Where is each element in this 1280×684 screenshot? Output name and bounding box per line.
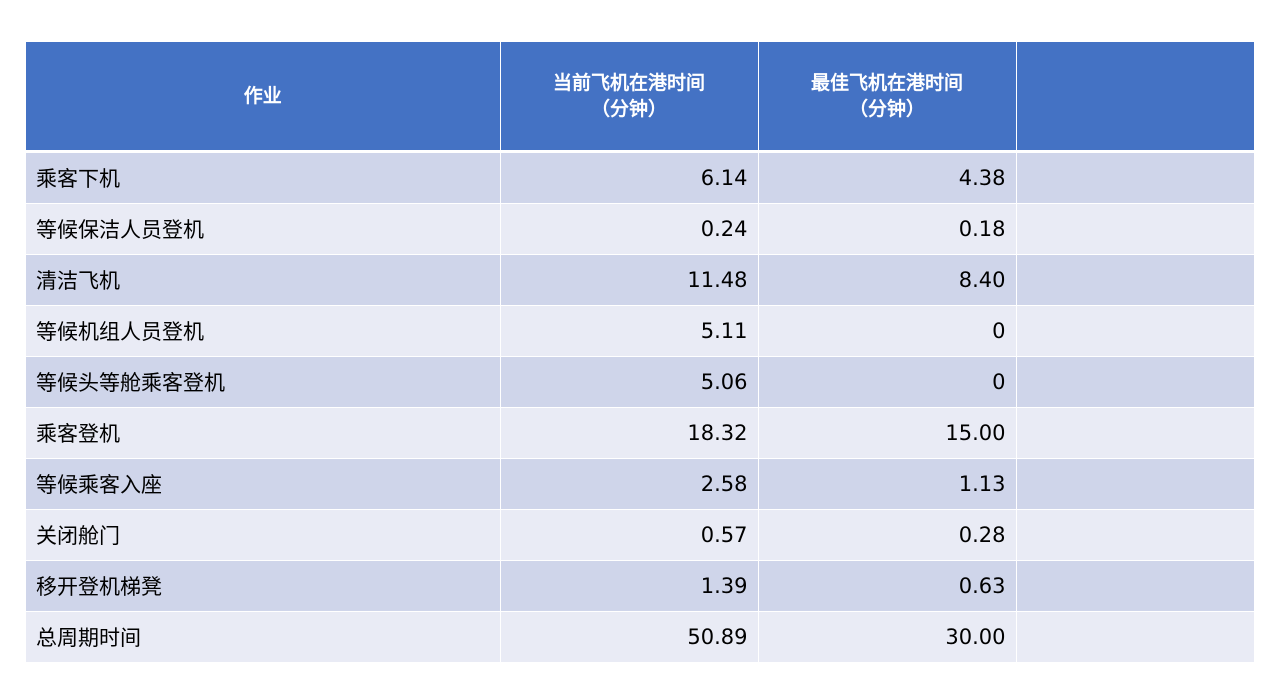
header-current-time: 当前飞机在港时间 （分钟） — [500, 42, 759, 153]
table-row: 关闭舱门 0.57 0.28 — [26, 509, 1254, 561]
current-time-cell: 5.06 — [500, 356, 759, 408]
task-cell: 清洁飞机 — [26, 254, 501, 306]
best-time-cell: 4.38 — [758, 151, 1017, 204]
best-time-cell: 0.18 — [758, 203, 1017, 255]
current-time-cell: 50.89 — [500, 611, 759, 663]
header-best-time-label: 最佳飞机在港时间 — [810, 72, 963, 94]
extra-cell — [1016, 458, 1254, 510]
best-time-cell: 15.00 — [758, 407, 1017, 459]
extra-cell — [1016, 611, 1254, 663]
table-row: 乘客下机 6.14 4.38 — [26, 151, 1254, 204]
current-time-cell: 11.48 — [500, 254, 759, 306]
extra-cell — [1016, 560, 1254, 612]
best-time-cell: 0.28 — [758, 509, 1017, 561]
table-row: 等候机组人员登机 5.11 0 — [26, 305, 1254, 357]
extra-cell — [1016, 509, 1254, 561]
header-task-label: 作业 — [243, 85, 282, 107]
extra-cell — [1016, 203, 1254, 255]
extra-cell — [1016, 151, 1254, 204]
task-cell: 乘客下机 — [26, 151, 501, 204]
header-extra — [1016, 42, 1254, 153]
task-cell: 等候头等舱乘客登机 — [26, 356, 501, 408]
task-cell: 乘客登机 — [26, 407, 501, 459]
current-time-cell: 6.14 — [500, 151, 759, 204]
extra-cell — [1016, 356, 1254, 408]
current-time-cell: 0.24 — [500, 203, 759, 255]
best-time-cell: 0 — [758, 356, 1017, 408]
extra-cell — [1016, 305, 1254, 357]
task-cell: 等候保洁人员登机 — [26, 203, 501, 255]
current-time-cell: 5.11 — [500, 305, 759, 357]
best-time-cell: 8.40 — [758, 254, 1017, 306]
table-row: 总周期时间 50.89 30.00 — [26, 611, 1254, 663]
header-best-time-unit: （分钟） — [848, 98, 925, 120]
task-cell: 关闭舱门 — [26, 509, 501, 561]
current-time-cell: 1.39 — [500, 560, 759, 612]
turnaround-time-table: 作业 当前飞机在港时间 （分钟） 最佳飞机在港时间 （分钟） 乘客下机 6.14 4… — [26, 42, 1254, 663]
best-time-cell: 30.00 — [758, 611, 1017, 663]
table-row: 乘客登机 18.32 15.00 — [26, 407, 1254, 459]
current-time-cell: 0.57 — [500, 509, 759, 561]
task-cell: 等候机组人员登机 — [26, 305, 501, 357]
extra-cell — [1016, 254, 1254, 306]
header-best-time: 最佳飞机在港时间 （分钟） — [758, 42, 1017, 153]
best-time-cell: 1.13 — [758, 458, 1017, 510]
table-row: 等候头等舱乘客登机 5.06 0 — [26, 356, 1254, 408]
table-row: 等候保洁人员登机 0.24 0.18 — [26, 203, 1254, 255]
table-row: 移开登机梯凳 1.39 0.63 — [26, 560, 1254, 612]
table-row: 等候乘客入座 2.58 1.13 — [26, 458, 1254, 510]
task-cell: 总周期时间 — [26, 611, 501, 663]
table-row: 清洁飞机 11.48 8.40 — [26, 254, 1254, 306]
best-time-cell: 0 — [758, 305, 1017, 357]
best-time-cell: 0.63 — [758, 560, 1017, 612]
table-header: 作业 当前飞机在港时间 （分钟） 最佳飞机在港时间 （分钟） — [26, 42, 1254, 153]
header-current-time-unit: （分钟） — [590, 98, 667, 120]
current-time-cell: 18.32 — [500, 407, 759, 459]
turnaround-time-table-container: 作业 当前飞机在港时间 （分钟） 最佳飞机在港时间 （分钟） 乘客下机 6.14 4… — [26, 42, 1254, 663]
header-current-time-label: 当前飞机在港时间 — [552, 72, 705, 94]
extra-cell — [1016, 407, 1254, 459]
header-task: 作业 — [26, 42, 501, 153]
current-time-cell: 2.58 — [500, 458, 759, 510]
header-row: 作业 当前飞机在港时间 （分钟） 最佳飞机在港时间 （分钟） — [26, 42, 1254, 153]
task-cell: 移开登机梯凳 — [26, 560, 501, 612]
table-body: 乘客下机 6.14 4.38 等候保洁人员登机 0.24 0.18 清洁飞机 11.48 8.4… — [26, 151, 1254, 663]
task-cell: 等候乘客入座 — [26, 458, 501, 510]
